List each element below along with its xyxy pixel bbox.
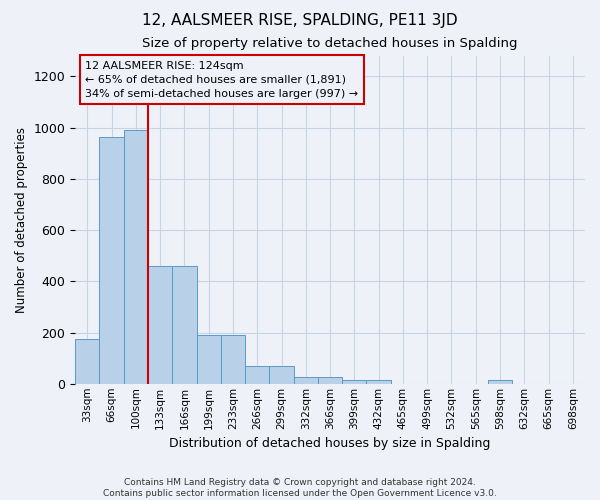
Y-axis label: Number of detached properties: Number of detached properties	[15, 127, 28, 313]
Text: 12 AALSMEER RISE: 124sqm
← 65% of detached houses are smaller (1,891)
34% of sem: 12 AALSMEER RISE: 124sqm ← 65% of detach…	[85, 61, 358, 99]
Bar	[367, 380, 391, 384]
Bar	[197, 335, 221, 384]
Title: Size of property relative to detached houses in Spalding: Size of property relative to detached ho…	[142, 38, 518, 51]
Bar	[318, 378, 342, 384]
Bar	[100, 136, 124, 384]
Text: 12, AALSMEER RISE, SPALDING, PE11 3JD: 12, AALSMEER RISE, SPALDING, PE11 3JD	[142, 12, 458, 28]
Bar	[75, 339, 100, 384]
Bar	[221, 335, 245, 384]
Bar	[148, 266, 172, 384]
Bar	[245, 366, 269, 384]
Bar	[124, 130, 148, 384]
Bar	[269, 366, 293, 384]
Text: Contains HM Land Registry data © Crown copyright and database right 2024.
Contai: Contains HM Land Registry data © Crown c…	[103, 478, 497, 498]
Bar	[488, 380, 512, 384]
Bar	[172, 266, 197, 384]
Bar	[293, 378, 318, 384]
Bar	[342, 380, 367, 384]
X-axis label: Distribution of detached houses by size in Spalding: Distribution of detached houses by size …	[169, 437, 491, 450]
